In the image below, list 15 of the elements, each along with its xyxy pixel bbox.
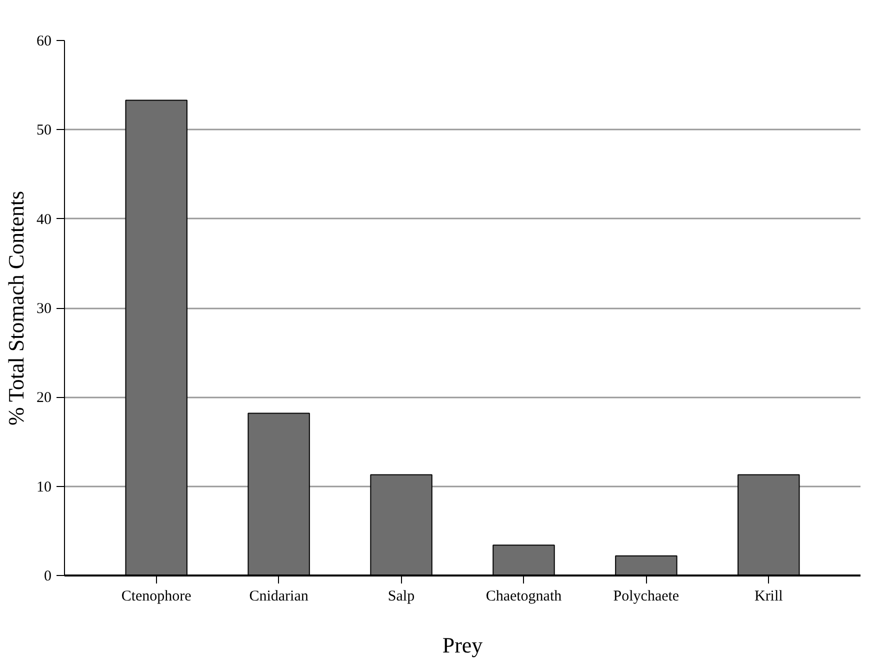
x-axis-title: Prey xyxy=(442,632,483,658)
y-tick-label: 60 xyxy=(36,34,52,50)
x-tick-label: Krill xyxy=(754,588,783,604)
y-tick-label: 0 xyxy=(44,568,52,584)
x-tick-label: Cnidarian xyxy=(249,588,309,604)
y-axis-title: % Total Stomach Contents xyxy=(4,190,28,426)
x-tick-label: Polychaete xyxy=(613,588,680,604)
x-tick-label: Ctenophore xyxy=(121,588,192,604)
y-tick-label: 30 xyxy=(36,301,52,317)
x-tick-label: Salp xyxy=(388,588,415,604)
y-tick-label: 20 xyxy=(36,390,52,406)
y-tick-label: 40 xyxy=(36,212,52,228)
x-tick-label: Chaetognath xyxy=(486,588,562,604)
y-tick-label: 50 xyxy=(36,122,52,139)
y-tick-label: 10 xyxy=(36,479,52,496)
